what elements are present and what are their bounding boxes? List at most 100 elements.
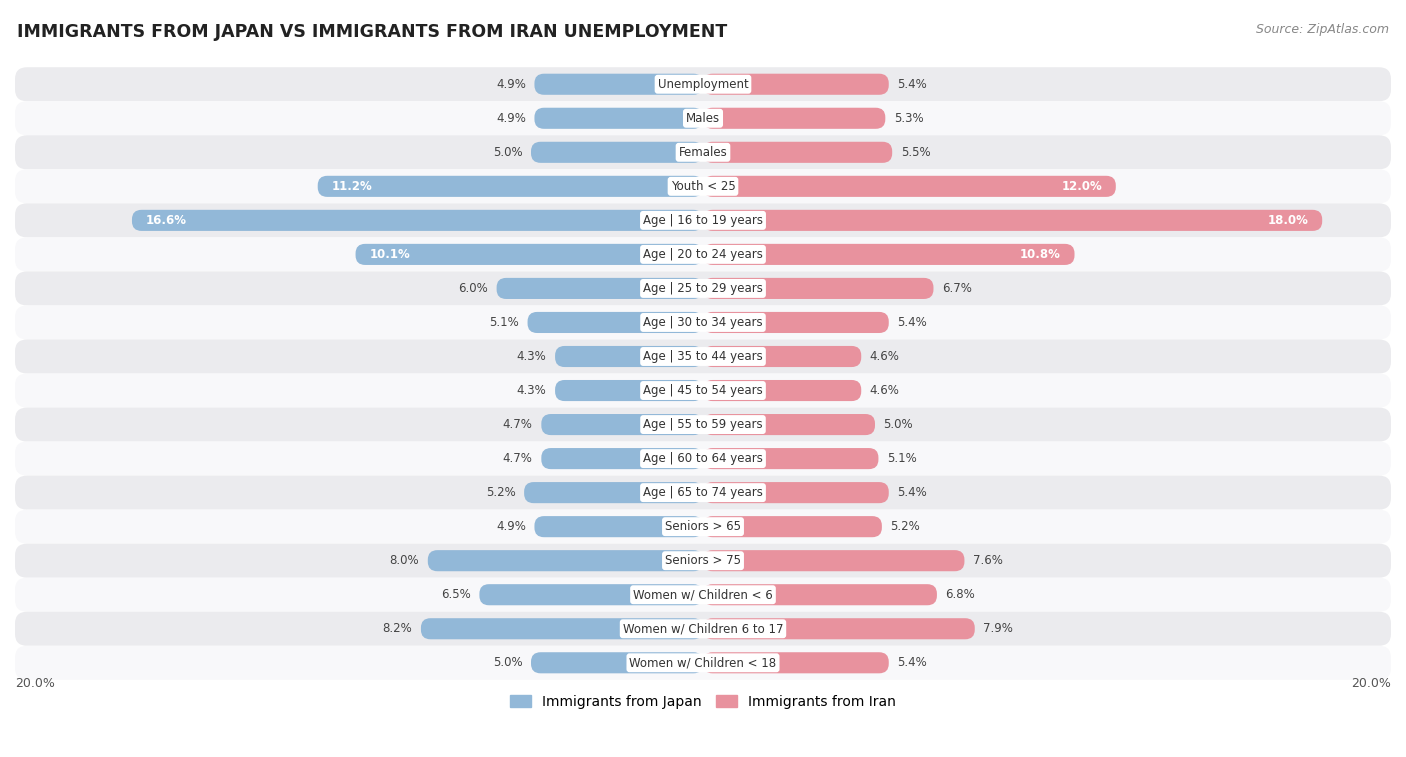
FancyBboxPatch shape xyxy=(420,618,703,640)
Text: 12.0%: 12.0% xyxy=(1062,180,1102,193)
Text: 20.0%: 20.0% xyxy=(1351,678,1391,690)
FancyBboxPatch shape xyxy=(15,612,1391,646)
Text: 5.0%: 5.0% xyxy=(492,656,523,669)
FancyBboxPatch shape xyxy=(703,516,882,537)
FancyBboxPatch shape xyxy=(703,107,886,129)
FancyBboxPatch shape xyxy=(15,373,1391,407)
FancyBboxPatch shape xyxy=(15,101,1391,136)
FancyBboxPatch shape xyxy=(703,244,1074,265)
Text: Age | 25 to 29 years: Age | 25 to 29 years xyxy=(643,282,763,295)
Text: 4.9%: 4.9% xyxy=(496,112,526,125)
Text: Unemployment: Unemployment xyxy=(658,78,748,91)
Text: Seniors > 75: Seniors > 75 xyxy=(665,554,741,567)
Text: 6.8%: 6.8% xyxy=(945,588,976,601)
Text: 5.2%: 5.2% xyxy=(485,486,516,499)
Text: 5.1%: 5.1% xyxy=(887,452,917,465)
Text: 7.9%: 7.9% xyxy=(983,622,1014,635)
FancyBboxPatch shape xyxy=(703,278,934,299)
FancyBboxPatch shape xyxy=(534,516,703,537)
Text: 5.5%: 5.5% xyxy=(901,146,931,159)
FancyBboxPatch shape xyxy=(527,312,703,333)
FancyBboxPatch shape xyxy=(541,414,703,435)
Text: 5.4%: 5.4% xyxy=(897,78,927,91)
FancyBboxPatch shape xyxy=(555,346,703,367)
FancyBboxPatch shape xyxy=(15,136,1391,170)
Text: 5.4%: 5.4% xyxy=(897,316,927,329)
Text: Seniors > 65: Seniors > 65 xyxy=(665,520,741,533)
Text: 4.3%: 4.3% xyxy=(517,350,547,363)
Text: 5.0%: 5.0% xyxy=(883,418,914,431)
Text: 18.0%: 18.0% xyxy=(1268,214,1309,227)
Text: Males: Males xyxy=(686,112,720,125)
FancyBboxPatch shape xyxy=(703,550,965,572)
FancyBboxPatch shape xyxy=(15,67,1391,101)
FancyBboxPatch shape xyxy=(703,176,1116,197)
Text: 16.6%: 16.6% xyxy=(146,214,187,227)
FancyBboxPatch shape xyxy=(555,380,703,401)
Text: 11.2%: 11.2% xyxy=(332,180,373,193)
Text: 8.0%: 8.0% xyxy=(389,554,419,567)
Text: Women w/ Children 6 to 17: Women w/ Children 6 to 17 xyxy=(623,622,783,635)
FancyBboxPatch shape xyxy=(15,475,1391,509)
FancyBboxPatch shape xyxy=(15,305,1391,339)
FancyBboxPatch shape xyxy=(531,142,703,163)
Text: 7.6%: 7.6% xyxy=(973,554,1002,567)
Text: Age | 35 to 44 years: Age | 35 to 44 years xyxy=(643,350,763,363)
FancyBboxPatch shape xyxy=(15,272,1391,305)
FancyBboxPatch shape xyxy=(534,107,703,129)
Text: Age | 16 to 19 years: Age | 16 to 19 years xyxy=(643,214,763,227)
Text: 10.1%: 10.1% xyxy=(370,248,411,261)
FancyBboxPatch shape xyxy=(703,346,862,367)
Text: Females: Females xyxy=(679,146,727,159)
Text: Women w/ Children < 18: Women w/ Children < 18 xyxy=(630,656,776,669)
FancyBboxPatch shape xyxy=(15,407,1391,441)
FancyBboxPatch shape xyxy=(531,653,703,673)
Text: Age | 45 to 54 years: Age | 45 to 54 years xyxy=(643,384,763,397)
Text: 4.3%: 4.3% xyxy=(517,384,547,397)
FancyBboxPatch shape xyxy=(15,170,1391,204)
FancyBboxPatch shape xyxy=(703,414,875,435)
FancyBboxPatch shape xyxy=(703,312,889,333)
Text: Age | 60 to 64 years: Age | 60 to 64 years xyxy=(643,452,763,465)
Text: 5.0%: 5.0% xyxy=(492,146,523,159)
FancyBboxPatch shape xyxy=(479,584,703,606)
FancyBboxPatch shape xyxy=(703,210,1322,231)
Text: 10.8%: 10.8% xyxy=(1019,248,1060,261)
FancyBboxPatch shape xyxy=(318,176,703,197)
Text: Source: ZipAtlas.com: Source: ZipAtlas.com xyxy=(1256,23,1389,36)
FancyBboxPatch shape xyxy=(703,653,889,673)
FancyBboxPatch shape xyxy=(356,244,703,265)
Text: 5.2%: 5.2% xyxy=(890,520,921,533)
Text: 6.5%: 6.5% xyxy=(441,588,471,601)
Text: Age | 20 to 24 years: Age | 20 to 24 years xyxy=(643,248,763,261)
Text: Age | 30 to 34 years: Age | 30 to 34 years xyxy=(643,316,763,329)
FancyBboxPatch shape xyxy=(15,441,1391,475)
FancyBboxPatch shape xyxy=(15,578,1391,612)
Text: Youth < 25: Youth < 25 xyxy=(671,180,735,193)
Text: 5.4%: 5.4% xyxy=(897,486,927,499)
Text: 20.0%: 20.0% xyxy=(15,678,55,690)
FancyBboxPatch shape xyxy=(15,646,1391,680)
Text: 4.6%: 4.6% xyxy=(870,384,900,397)
FancyBboxPatch shape xyxy=(703,584,936,606)
FancyBboxPatch shape xyxy=(15,509,1391,544)
FancyBboxPatch shape xyxy=(524,482,703,503)
FancyBboxPatch shape xyxy=(15,339,1391,373)
Text: 6.0%: 6.0% xyxy=(458,282,488,295)
FancyBboxPatch shape xyxy=(703,73,889,95)
FancyBboxPatch shape xyxy=(132,210,703,231)
Text: 4.9%: 4.9% xyxy=(496,520,526,533)
FancyBboxPatch shape xyxy=(541,448,703,469)
Text: 4.7%: 4.7% xyxy=(503,452,533,465)
Text: Age | 65 to 74 years: Age | 65 to 74 years xyxy=(643,486,763,499)
FancyBboxPatch shape xyxy=(15,204,1391,238)
FancyBboxPatch shape xyxy=(534,73,703,95)
Text: 8.2%: 8.2% xyxy=(382,622,412,635)
FancyBboxPatch shape xyxy=(703,618,974,640)
Text: IMMIGRANTS FROM JAPAN VS IMMIGRANTS FROM IRAN UNEMPLOYMENT: IMMIGRANTS FROM JAPAN VS IMMIGRANTS FROM… xyxy=(17,23,727,41)
FancyBboxPatch shape xyxy=(496,278,703,299)
Text: 5.1%: 5.1% xyxy=(489,316,519,329)
Text: 4.7%: 4.7% xyxy=(503,418,533,431)
Text: 5.4%: 5.4% xyxy=(897,656,927,669)
Legend: Immigrants from Japan, Immigrants from Iran: Immigrants from Japan, Immigrants from I… xyxy=(505,689,901,714)
